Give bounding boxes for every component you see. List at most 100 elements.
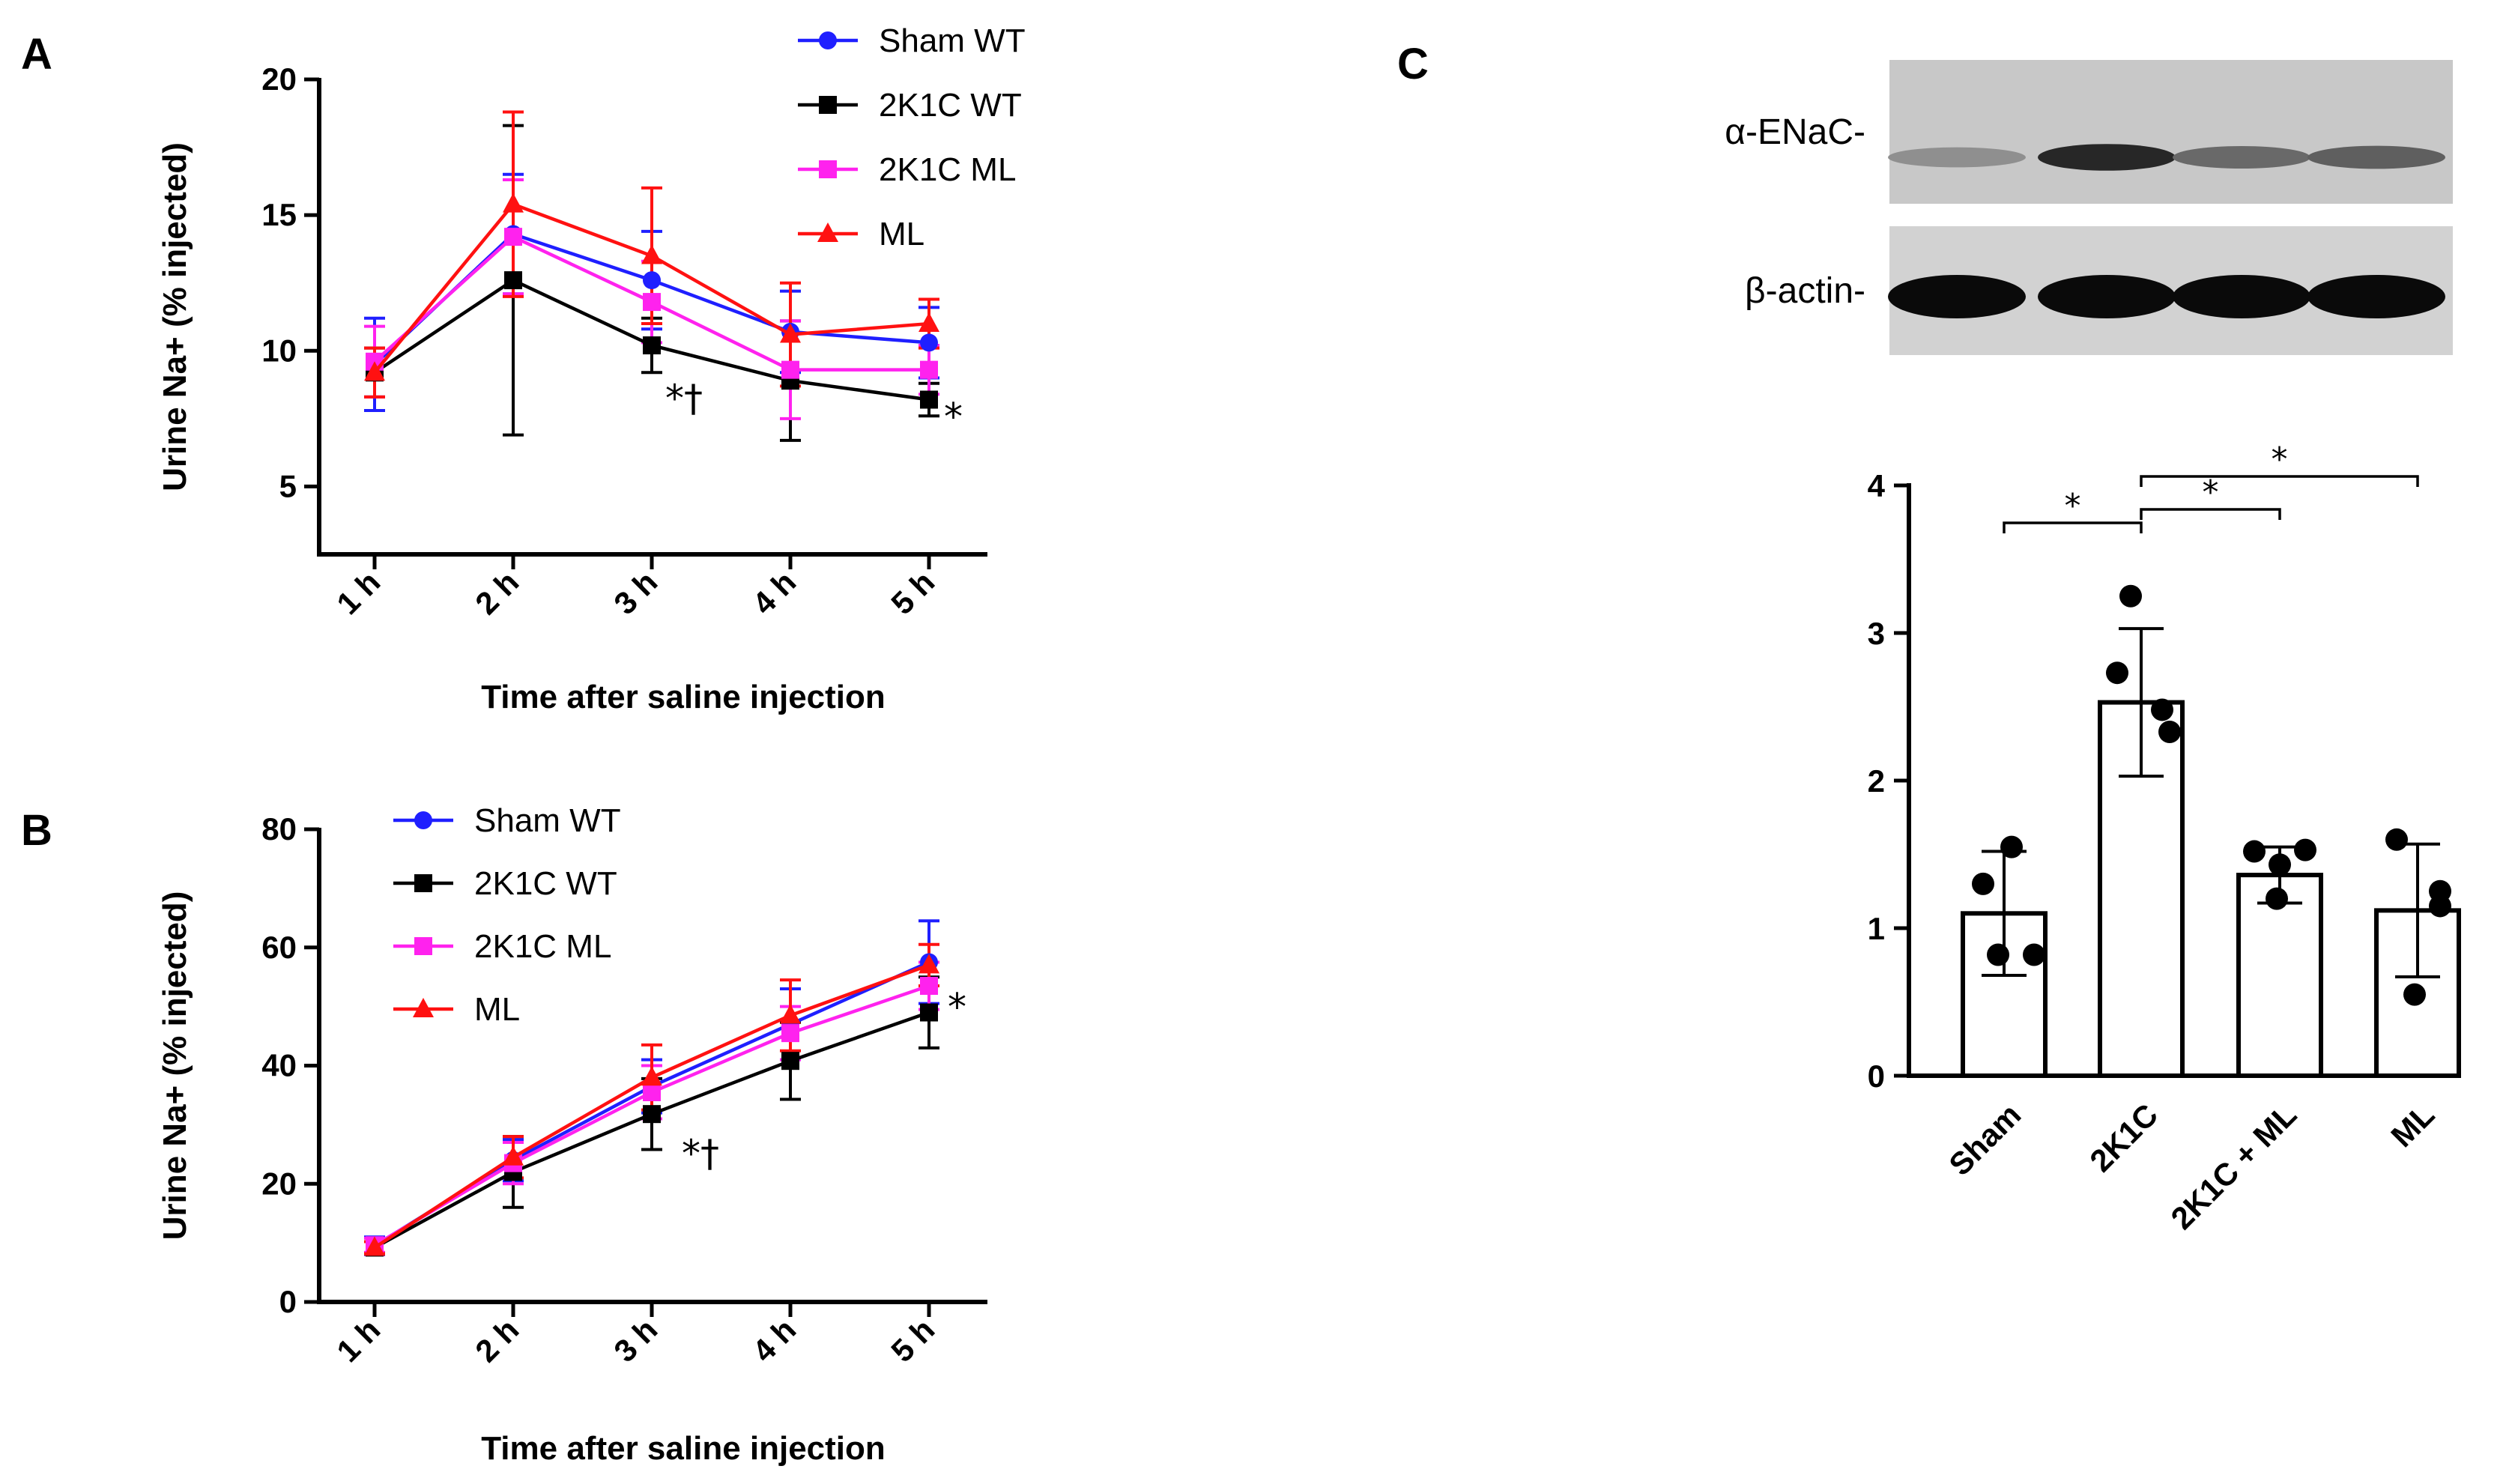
significance-bracket (2140, 475, 2419, 487)
significance-label: * (2272, 440, 2288, 479)
legend-label: 2K1C ML (879, 151, 1016, 188)
blot-band (2038, 144, 2176, 171)
data-point (364, 361, 385, 381)
legend-label: 2K1C WT (474, 865, 617, 902)
y-tick-label: 80 (261, 811, 297, 847)
data-point (781, 1052, 799, 1070)
data-point (920, 333, 938, 352)
y-tick-label: 15 (261, 197, 297, 232)
data-point (920, 360, 938, 379)
y-tick-label: 20 (261, 1166, 297, 1201)
data-point (2243, 840, 2266, 863)
x-tick-label: 2 h (468, 1312, 525, 1369)
x-tick-label: 1 h (330, 564, 387, 621)
y-tick-label: 0 (279, 1284, 297, 1319)
data-point (920, 1003, 938, 1022)
legend-marker (414, 874, 432, 892)
x-tick-label: 4 h (745, 564, 802, 621)
data-point (920, 390, 938, 409)
data-point (504, 271, 522, 290)
data-point (364, 1236, 385, 1256)
legend-marker (817, 222, 838, 242)
y-tick-label: 1 (1868, 911, 1885, 946)
y-tick-label: 4 (1868, 468, 1886, 503)
data-point (781, 360, 799, 379)
data-point (2269, 853, 2291, 876)
significance-bracket (2140, 508, 2281, 520)
blot-band (1888, 147, 2026, 168)
y-axis-label: Urine Na+ (% injected) (157, 142, 193, 491)
western-blot: α-ENaC-β-actin- (1725, 60, 2453, 355)
data-point (504, 228, 522, 246)
data-point (641, 1066, 662, 1086)
data-point (2023, 943, 2045, 966)
significance-annotation: * (948, 986, 966, 1029)
data-point (918, 312, 939, 333)
data-point (643, 1105, 661, 1124)
significance-label: * (2065, 487, 2081, 525)
blot-band (2173, 146, 2310, 169)
data-point (503, 193, 524, 213)
data-point (643, 271, 661, 290)
legend-label: 2K1C WT (879, 87, 1022, 124)
data-point (2151, 698, 2173, 721)
x-axis-label: Time after saline injection (481, 1430, 886, 1467)
blot-membrane (1889, 60, 2453, 204)
x-tick-label: 1 h (330, 1312, 387, 1369)
legend-marker (414, 811, 432, 829)
x-tick-label: 5 h (884, 564, 941, 621)
legend-marker (819, 31, 837, 49)
legend-marker (819, 160, 837, 178)
y-tick-label: 3 (1868, 616, 1885, 651)
legend-marker (414, 937, 432, 955)
data-point (781, 1024, 799, 1043)
blot-row-label: β-actin- (1745, 271, 1865, 311)
blot-band (2173, 275, 2310, 318)
significance-annotation: *† (665, 377, 703, 420)
panel-letter-c: C (1397, 40, 1429, 88)
panel-letter-a: A (21, 30, 52, 79)
blot-band (2038, 275, 2176, 318)
legend-label: Sham WT (879, 22, 1026, 59)
x-tick-label: Sham (1942, 1097, 2027, 1182)
legend-label: Sham WT (474, 802, 621, 839)
x-tick-label: 4 h (745, 1312, 802, 1369)
data-point (643, 336, 661, 355)
data-point (643, 1082, 661, 1101)
data-point (641, 244, 662, 264)
data-point (780, 1004, 801, 1024)
significance-annotation: * (944, 395, 963, 438)
blot-band (2307, 275, 2445, 318)
y-tick-label: 2 (1868, 763, 1885, 799)
y-tick-label: 20 (261, 61, 297, 97)
blot-band (2307, 145, 2445, 169)
data-point (918, 954, 939, 974)
y-axis-label: Urine Na+ (% injected) (157, 891, 193, 1241)
chart-c: 0 1 2 3 4 Sham 2K1C 2K1C + ML ML * * * (1868, 440, 2461, 1236)
y-tick-label: 5 (279, 468, 297, 503)
data-point (2106, 661, 2128, 685)
chart-b: 0 20 40 60 80 1 h 2 h 3 h 4 h 5 h Time after salin… (157, 802, 987, 1467)
data-point (920, 977, 938, 996)
y-tick-label: 0 (1868, 1059, 1885, 1094)
y-tick-label: 10 (261, 333, 297, 368)
data-point (2403, 983, 2426, 1006)
data-point (1987, 943, 2009, 966)
legend-label: ML (474, 991, 520, 1028)
y-tick-label: 40 (261, 1048, 297, 1083)
data-point (2119, 584, 2142, 608)
data-point (1972, 872, 1994, 895)
legend-marker (819, 96, 837, 114)
x-axis-label: Time after saline injection (481, 679, 886, 715)
x-tick-label: ML (2384, 1097, 2441, 1154)
x-tick-label: 3 h (607, 1312, 664, 1369)
panel-letter-b: B (21, 806, 52, 855)
blot-band (1888, 275, 2026, 318)
x-tick-label: 2K1C + ML (2164, 1097, 2303, 1236)
data-point (2385, 828, 2408, 851)
legend-label: ML (879, 216, 924, 252)
legend-marker (413, 998, 434, 1017)
data-point (2266, 887, 2288, 910)
data-point (2294, 838, 2316, 861)
